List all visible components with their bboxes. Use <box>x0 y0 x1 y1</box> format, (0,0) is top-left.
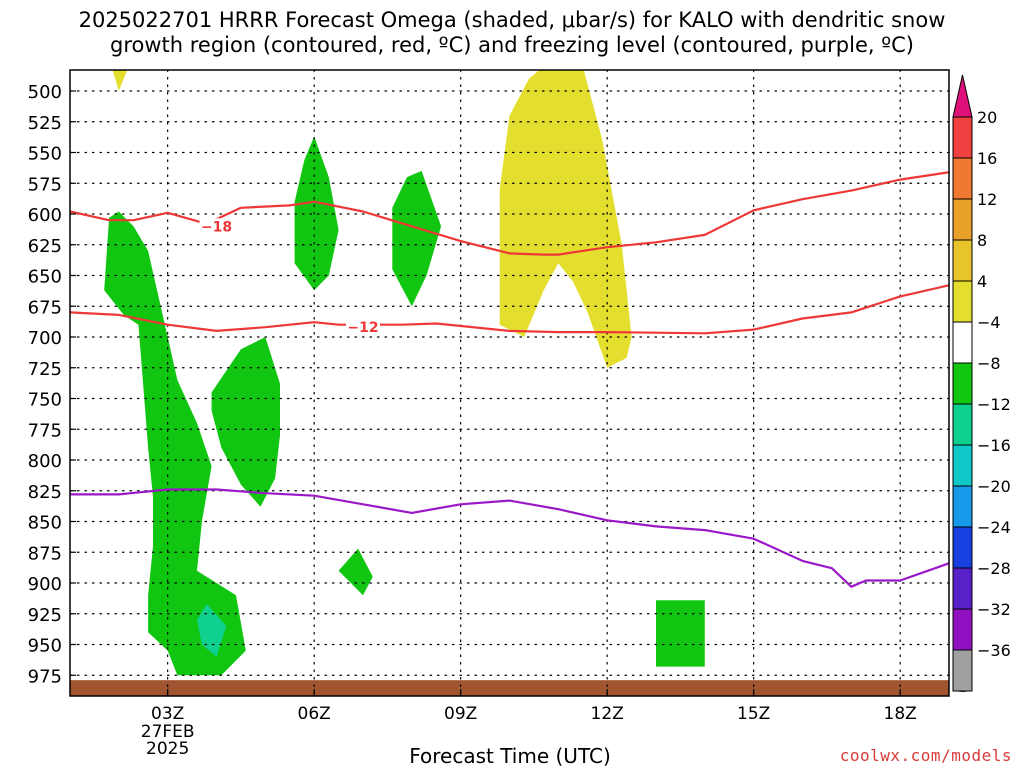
contour-label-bg-dgz-minus-18 <box>199 218 234 235</box>
y-tick-label-750: 750 <box>28 390 62 411</box>
omega-region-yellow-h <box>499 70 632 368</box>
colorbar-swatch-6 <box>952 362 973 405</box>
y-tick-label-775: 775 <box>28 420 62 441</box>
y-tick-label-550: 550 <box>28 144 62 165</box>
colorbar-swatch-0 <box>952 116 973 159</box>
colorbar-top-arrow <box>952 74 973 118</box>
y-tick-label-925: 925 <box>28 605 62 626</box>
contour-lines: −18 −12 <box>70 171 949 588</box>
colorbar-swatch-9 <box>952 485 973 528</box>
pressure-axis: 500 525 550 575 600 625 650 675 700 725 750 775 800 8… <box>28 82 76 687</box>
omega-region-green-c <box>294 136 339 291</box>
colorbar-swatch-7 <box>952 403 973 446</box>
omega-region-teal-g <box>197 603 227 657</box>
colorbar-swatch-3 <box>952 239 973 282</box>
plot-border <box>69 69 950 697</box>
colorbar-label-6: −8 <box>977 354 1001 373</box>
contour-dgz-minus-18 <box>70 171 949 256</box>
contour-dgz-minus-12 <box>70 284 949 335</box>
contour-freezing-level-0 <box>70 488 949 588</box>
colorbar-label-9: −20 <box>977 477 1011 496</box>
colorbar-label-0: 20 <box>977 108 997 127</box>
colorbar-label-1: 16 <box>977 149 997 168</box>
contour-label-dgz-minus-12: −12 <box>347 320 378 336</box>
contour-label-dgz-minus-18: −18 <box>201 219 232 235</box>
x-tick-label-06Z: 06Z <box>298 704 331 724</box>
colorbar-swatch-11 <box>952 567 973 610</box>
x-tick-sublabel-1: 2025 <box>146 739 189 759</box>
terrain-band <box>70 680 949 696</box>
chart-title-line-1: 2025022701 HRRR Forecast Omega (shaded, … <box>78 8 946 32</box>
colorbar-label-13: −36 <box>977 641 1011 660</box>
colorbar-label-12: −32 <box>977 600 1011 619</box>
terrain-layer <box>70 680 949 696</box>
colorbar-label-7: −12 <box>977 395 1011 414</box>
y-tick-label-600: 600 <box>28 205 62 226</box>
y-tick-label-700: 700 <box>28 328 62 349</box>
colorbar-label-11: −28 <box>977 559 1011 578</box>
x-tick-label-09Z: 09Z <box>444 704 477 724</box>
omega-region-green-d <box>392 170 442 307</box>
omega-region-green-a <box>104 211 246 676</box>
colorbar-swatch-5 <box>952 321 973 364</box>
omega-region-green-e <box>338 548 373 596</box>
omega-shading <box>104 70 705 676</box>
colorbar-label-10: −24 <box>977 518 1011 537</box>
x-tick-label-15Z: 15Z <box>737 704 770 724</box>
x-tick-label-03Z: 03Z <box>151 704 184 724</box>
y-tick-label-725: 725 <box>28 359 62 380</box>
y-tick-label-625: 625 <box>28 236 62 257</box>
y-tick-label-850: 850 <box>28 513 62 534</box>
colorbar-label-4: 4 <box>977 272 987 291</box>
y-tick-label-650: 650 <box>28 267 62 288</box>
y-tick-label-875: 875 <box>28 543 62 564</box>
colorbar-swatch-10 <box>952 526 973 569</box>
colorbar-label-2: 12 <box>977 190 997 209</box>
colorbar-label-3: 8 <box>977 231 987 250</box>
colorbar-bottom-arrow <box>953 691 972 692</box>
x-tick-sublabel-0: 27FEB <box>141 722 195 742</box>
plot-frame <box>69 69 950 697</box>
y-tick-label-950: 950 <box>28 636 62 657</box>
credit-link[interactable]: coolwx.com/models <box>839 746 1012 765</box>
omega-region-green-b <box>211 337 280 507</box>
colorbar-swatch-2 <box>952 198 973 241</box>
y-tick-label-825: 825 <box>28 482 62 503</box>
colorbar-swatch-4 <box>952 280 973 323</box>
y-tick-label-900: 900 <box>28 574 62 595</box>
colorbar-swatch-13 <box>952 649 973 692</box>
omega-region-green-f <box>656 600 705 667</box>
chart-title-line-2: growth region (contoured, red, ºC) and f… <box>110 33 914 57</box>
colorbar-label-8: −16 <box>977 436 1011 455</box>
y-tick-label-975: 975 <box>28 666 62 687</box>
colorbar-swatch-8 <box>952 444 973 487</box>
colorbar: 20 16 12 8 4 −4 −8 −12 −16 −20 −24 −28 −32 −36 <box>952 74 1011 692</box>
colorbar-swatch-1 <box>952 157 973 200</box>
x-tick-label-12Z: 12Z <box>591 704 624 724</box>
y-tick-label-800: 800 <box>28 451 62 472</box>
colorbar-swatch-12 <box>952 608 973 651</box>
y-tick-label-500: 500 <box>28 82 62 103</box>
colorbar-label-5: −4 <box>977 313 1001 332</box>
x-axis-label: Forecast Time (UTC) <box>409 744 611 768</box>
y-tick-label-525: 525 <box>28 113 62 134</box>
y-tick-label-575: 575 <box>28 174 62 195</box>
y-tick-label-675: 675 <box>28 297 62 318</box>
omega-region-yellow-i <box>112 70 128 91</box>
contour-label-bg-dgz-minus-12 <box>346 319 380 336</box>
x-tick-label-18Z: 18Z <box>884 704 917 724</box>
